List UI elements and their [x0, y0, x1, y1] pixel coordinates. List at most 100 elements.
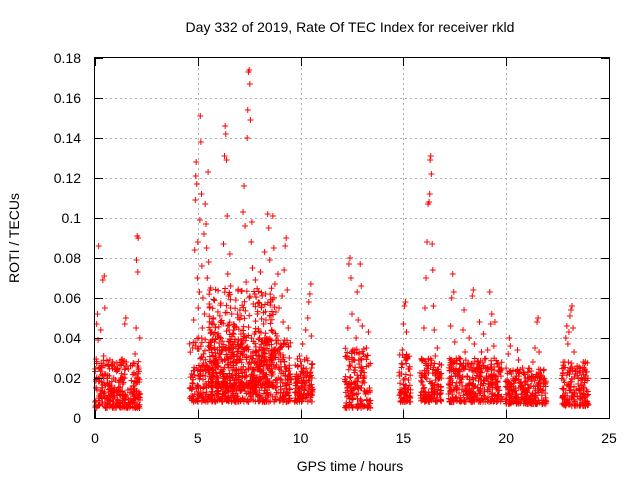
data-point — [284, 287, 291, 293]
data-point — [469, 381, 476, 388]
data-point — [228, 364, 235, 371]
data-point — [277, 394, 284, 401]
data-point — [538, 373, 545, 379]
data-point — [121, 321, 128, 327]
data-point — [96, 365, 103, 371]
data-point — [225, 342, 232, 349]
data-point — [253, 374, 260, 381]
data-point — [97, 391, 104, 397]
data-point — [214, 308, 221, 315]
data-point — [280, 396, 287, 403]
data-point — [453, 355, 460, 362]
data-point — [104, 381, 111, 387]
data-point — [271, 281, 278, 287]
data-point — [561, 359, 568, 365]
data-point — [401, 388, 408, 395]
data-point — [106, 365, 113, 372]
data-point — [262, 316, 269, 323]
data-point — [425, 369, 432, 376]
x-tick-label: 15 — [396, 430, 412, 446]
data-point — [197, 390, 204, 397]
data-point — [457, 379, 464, 385]
data-point — [114, 367, 121, 373]
data-point — [304, 315, 311, 321]
data-point — [276, 305, 283, 311]
data-point — [228, 311, 235, 317]
data-point — [95, 337, 102, 343]
data-point — [255, 398, 262, 405]
data-point — [259, 381, 266, 388]
data-point — [200, 351, 207, 357]
data-point — [300, 386, 307, 393]
data-point — [223, 328, 230, 335]
data-point — [235, 381, 242, 388]
data-point — [254, 300, 261, 307]
x-tick-label: 0 — [91, 430, 99, 446]
data-point — [206, 301, 213, 307]
data-point — [113, 399, 120, 405]
data-point — [584, 375, 591, 382]
data-point — [215, 363, 222, 369]
data-point — [92, 368, 99, 375]
data-point — [427, 157, 434, 163]
data-point — [568, 360, 575, 367]
data-point — [541, 375, 548, 382]
data-point — [232, 305, 239, 312]
data-point — [433, 369, 440, 375]
data-point — [128, 377, 135, 384]
data-point — [195, 388, 202, 395]
data-point — [118, 370, 125, 377]
data-point — [364, 405, 371, 411]
data-point — [486, 399, 493, 405]
data-point — [419, 357, 426, 363]
data-point — [135, 388, 142, 395]
data-point — [356, 361, 363, 367]
data-point — [270, 294, 277, 301]
data-point — [455, 355, 462, 361]
data-point — [528, 367, 535, 374]
data-point — [198, 191, 205, 197]
data-point — [106, 356, 113, 363]
data-point — [510, 367, 517, 374]
data-point — [258, 315, 265, 322]
data-point — [246, 312, 253, 319]
data-point — [116, 391, 123, 397]
data-point — [232, 297, 239, 303]
data-point — [241, 333, 248, 340]
data-point — [574, 363, 581, 369]
data-point — [498, 395, 505, 401]
data-point — [105, 361, 112, 368]
data-point — [280, 340, 287, 347]
data-point — [245, 360, 252, 367]
data-point — [250, 288, 257, 295]
data-point — [292, 395, 299, 401]
data-point — [363, 396, 370, 403]
data-point — [94, 311, 101, 317]
data-point — [237, 350, 244, 357]
data-point — [396, 351, 403, 358]
data-point — [470, 287, 477, 293]
data-point — [192, 173, 199, 179]
data-point — [306, 291, 313, 297]
data-point — [307, 394, 314, 401]
data-point — [242, 223, 249, 229]
data-point — [224, 353, 231, 360]
data-point — [239, 373, 246, 380]
data-point — [477, 397, 484, 404]
data-point — [350, 347, 357, 353]
data-point — [230, 393, 237, 400]
data-point — [466, 366, 473, 373]
data-point — [106, 373, 113, 379]
data-point — [236, 356, 243, 363]
data-point — [485, 378, 492, 385]
data-point — [219, 358, 226, 365]
data-point — [225, 384, 232, 391]
data-point — [476, 319, 483, 325]
data-point — [519, 391, 526, 398]
data-point — [277, 375, 284, 382]
data-point — [198, 263, 205, 269]
data-point — [424, 239, 431, 245]
data-point — [342, 353, 349, 360]
data-point — [447, 323, 454, 329]
data-point — [564, 341, 571, 347]
